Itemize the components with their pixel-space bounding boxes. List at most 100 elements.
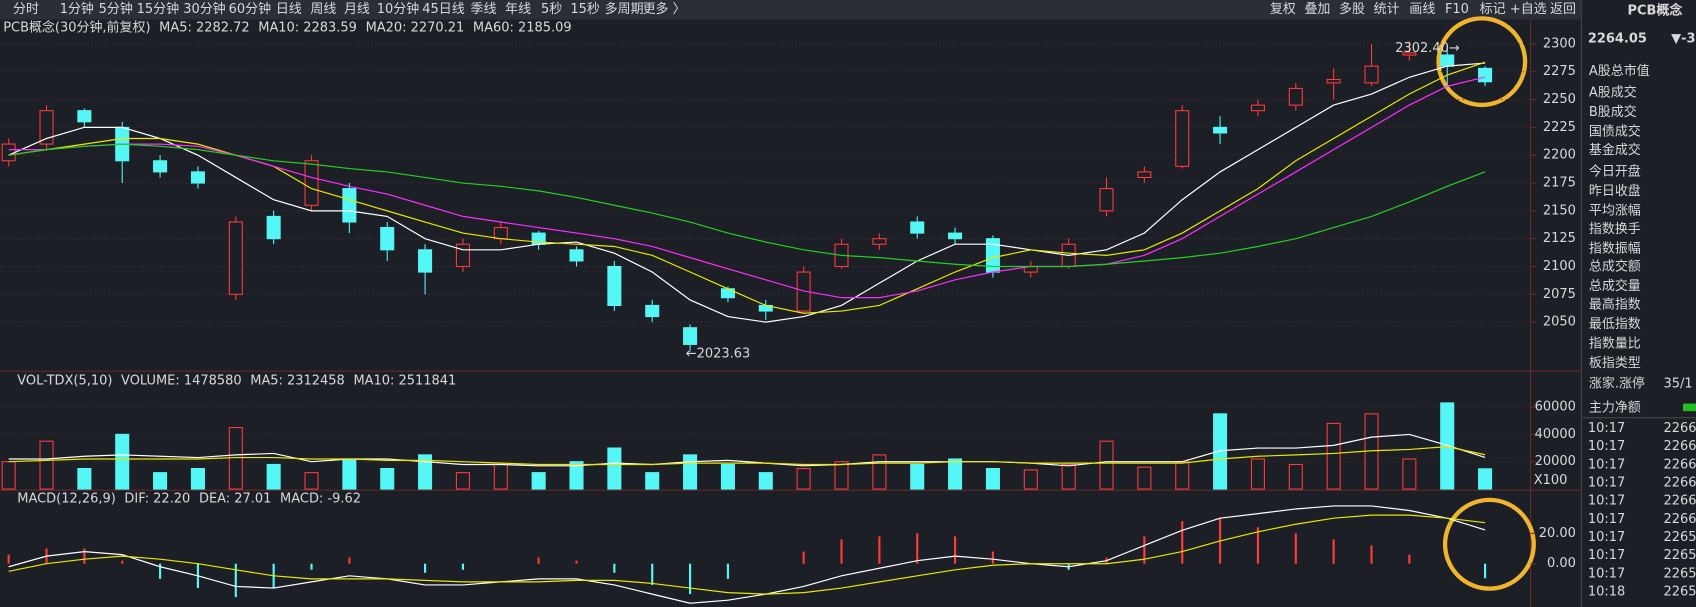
candle-body <box>910 221 925 234</box>
legend-entry: DIF: 22.20 <box>124 491 190 506</box>
unit-label: X100 <box>1534 473 1568 488</box>
toolbar-button[interactable]: 月线 <box>344 2 370 17</box>
toolbar-button[interactable]: 返回 <box>1550 2 1576 17</box>
candle-body <box>645 304 660 318</box>
toolbar-button[interactable]: 日线 <box>276 2 302 17</box>
candle-body <box>1 143 16 162</box>
volume-bar <box>304 472 319 490</box>
toolbar-button[interactable]: +自选 <box>1510 2 1547 17</box>
y-tick-label: 20000 <box>1535 454 1576 469</box>
candle-body <box>1326 78 1341 84</box>
volume-bar <box>531 472 546 490</box>
toolbar-button[interactable]: 15分钟 <box>137 1 179 17</box>
y-tick-label: 2200 <box>1543 148 1576 163</box>
toolbar-button[interactable]: 60分钟 <box>229 1 271 17</box>
volume-bar <box>1288 463 1303 490</box>
stat-label: 昨日收盘 <box>1589 183 1641 199</box>
tick-time: 10:17 <box>1588 512 1625 527</box>
candle-body <box>720 288 735 299</box>
toolbar-button[interactable]: F10 <box>1445 2 1469 17</box>
y-tick-label: 60000 <box>1535 400 1576 415</box>
tick-price: 2266 <box>1664 457 1696 472</box>
tick-time: 10:17 <box>1588 548 1625 563</box>
candle-body <box>342 188 357 223</box>
toolbar-button[interactable]: 标记 <box>1480 2 1506 17</box>
stat-label: 指数量比 <box>1589 337 1641 352</box>
volume-bar <box>153 472 168 490</box>
toolbar-button[interactable]: 分时 <box>13 2 39 17</box>
volume-bar <box>834 461 849 490</box>
volume-bar <box>758 472 773 490</box>
stat-label: 基金成交 <box>1589 142 1641 158</box>
toolbar-button[interactable]: 年线 <box>505 2 531 17</box>
toolbar-button[interactable]: 30分钟 <box>183 1 225 17</box>
y-tick-label: 2175 <box>1543 176 1576 191</box>
toolbar-button[interactable]: 画线 <box>1409 2 1435 17</box>
volume-bar <box>872 454 887 490</box>
volume-bar <box>342 458 357 490</box>
volume-bar <box>1478 468 1493 490</box>
toolbar-button[interactable]: 季线 <box>471 2 497 17</box>
volume-bar <box>266 463 281 490</box>
volume-bar <box>1099 440 1114 490</box>
tick-price: 2265 <box>1664 585 1696 600</box>
macd-line <box>8 505 1486 604</box>
candle-body <box>304 160 319 206</box>
volume-bar <box>1402 458 1417 490</box>
candle-body <box>380 227 395 251</box>
volume-bar <box>115 433 130 490</box>
toolbar-button[interactable]: 叠加 <box>1304 2 1330 17</box>
candle-body <box>1288 87 1303 106</box>
stat-value: 35/1 <box>1664 377 1693 392</box>
stat-label: 国债成交 <box>1589 124 1641 140</box>
y-tick-label: 2075 <box>1543 287 1576 302</box>
y-tick-label: 2300 <box>1543 36 1576 51</box>
toolbar-button[interactable]: 5秒 <box>541 2 562 17</box>
volume-bar <box>39 440 54 490</box>
candle-body <box>1440 54 1455 67</box>
toolbar-button[interactable]: 统计 <box>1374 2 1400 17</box>
panel-title: VOL-TDX(5,10) <box>17 373 112 388</box>
panel-title: PCB概念(30分钟,前复权) <box>3 20 150 36</box>
toolbar-button[interactable]: 1分钟 <box>60 1 94 17</box>
tick-time: 10:17 <box>1588 421 1625 436</box>
toolbar-button[interactable]: 周线 <box>310 2 336 17</box>
tick-price: 2266 <box>1664 476 1696 491</box>
stat-label: 最高指数 <box>1589 297 1641 313</box>
volume-bar <box>720 463 735 490</box>
volume-ma-line <box>8 433 1486 467</box>
candle-body <box>872 238 887 245</box>
toolbar-button[interactable]: 10分钟 <box>377 1 419 17</box>
toolbar-button[interactable]: 复权 <box>1270 1 1296 17</box>
volume-bar <box>1213 413 1228 490</box>
volume-bar <box>1 461 16 490</box>
legend-entry: MA10: 2283.59 <box>258 21 357 36</box>
candle-body <box>1175 110 1190 167</box>
y-tick-label: 20.00 <box>1539 526 1576 541</box>
y-tick-label: 2275 <box>1543 64 1576 79</box>
y-tick-label: 2250 <box>1543 92 1576 107</box>
volume-bar <box>1175 461 1190 490</box>
toolbar-button[interactable]: 多周期 <box>605 1 644 17</box>
legend-entry: MA5: 2312458 <box>250 373 345 388</box>
legend-entry: MA5: 2282.72 <box>159 21 249 36</box>
toolbar-button[interactable]: 45日线 <box>422 2 464 17</box>
y-tick-label: 2125 <box>1543 231 1576 246</box>
tick-price: 2266 <box>1664 439 1696 454</box>
stat-label: 指数振幅 <box>1589 241 1641 256</box>
candle-body <box>1213 126 1228 134</box>
highlight-circle <box>1442 497 1536 591</box>
stat-label: 涨家.涨停 <box>1589 376 1645 392</box>
ma-line <box>8 76 1486 299</box>
candle-body <box>228 221 243 295</box>
stat-label: 指数换手 <box>1589 222 1641 237</box>
candle-body <box>1099 188 1114 212</box>
toolbar-button[interactable]: 15秒 <box>570 2 599 17</box>
candle-body <box>1402 52 1417 56</box>
volume-bar <box>796 468 811 490</box>
y-tick-label: 2150 <box>1543 203 1576 218</box>
y-tick-label: 40000 <box>1535 427 1576 442</box>
toolbar-button[interactable]: 5分钟 <box>99 1 133 17</box>
toolbar-button[interactable]: 多股 <box>1339 1 1365 17</box>
toolbar-button[interactable]: 更多 〉 <box>643 1 686 17</box>
